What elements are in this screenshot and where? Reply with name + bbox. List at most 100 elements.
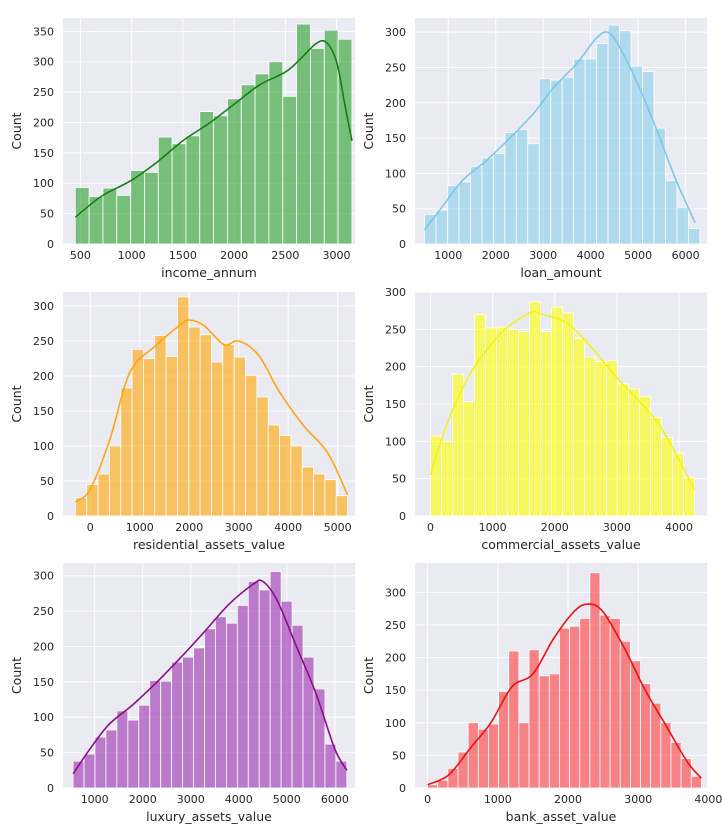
chart-panel-2: 1000 2000 3000 4000 5000 6000 0 50 100 150 200 250 3…	[361, 18, 707, 280]
kde-line	[72, 579, 348, 775]
histogram-bar	[573, 58, 586, 245]
y-tick-label: 250	[33, 86, 54, 99]
histogram-bar	[301, 466, 314, 517]
histogram-bar	[157, 136, 173, 245]
y-tick-label: 0	[399, 782, 406, 795]
histogram-bar	[97, 473, 110, 517]
x-tick-label: 4000	[694, 793, 722, 806]
histogram-bar	[518, 722, 530, 789]
histogram-bar	[540, 331, 552, 517]
histogram-bar	[127, 719, 140, 789]
histogram-bar	[225, 622, 238, 789]
histogram-bar	[86, 484, 99, 517]
histogram-bar	[335, 495, 348, 517]
histogram-bar	[653, 127, 666, 245]
histogram-bar	[185, 135, 201, 245]
histogram-bar	[215, 616, 227, 789]
histogram-bar	[188, 326, 201, 517]
histogram-bar	[617, 383, 629, 517]
histogram-bar	[335, 760, 348, 789]
y-tick-label: 50	[392, 473, 406, 486]
y-tick-label: 300	[33, 56, 54, 69]
chart-panel-4: 0 1000 2000 3000 4000 0 50 100 150 200 250 300 comme…	[361, 286, 707, 552]
y-tick-label: 100	[385, 167, 406, 180]
histogram-bar	[138, 704, 151, 789]
histogram-bar	[507, 328, 519, 517]
x-tick-label: 5000	[624, 249, 652, 262]
histogram-bar	[561, 76, 575, 245]
histogram-bar	[496, 326, 508, 517]
histogram-bar	[199, 111, 215, 245]
histogram-bar	[688, 228, 701, 245]
y-axis-label: Count	[9, 112, 24, 149]
histogram-bar	[485, 327, 497, 517]
histogram-bar	[254, 73, 270, 245]
y-tick-label: 300	[385, 586, 406, 599]
y-tick-label: 150	[385, 132, 406, 145]
histogram-bar	[609, 618, 621, 789]
x-tick-label: 4000	[665, 521, 693, 534]
histogram-bar	[171, 143, 187, 245]
y-tick-label: 300	[385, 26, 406, 39]
y-tick-label: 250	[385, 61, 406, 74]
histogram-bar	[650, 417, 662, 517]
histogram-bar	[452, 373, 464, 517]
histogram-bar	[437, 779, 449, 789]
y-tick-label: 150	[33, 147, 54, 160]
histogram-bar	[527, 143, 540, 245]
histogram-bar	[245, 374, 258, 517]
x-tick-label: 4000	[577, 249, 605, 262]
histogram-bar	[569, 625, 581, 789]
y-tick-label: 50	[392, 203, 406, 216]
histogram-bar	[310, 47, 325, 245]
histogram-bar	[595, 361, 607, 517]
y-axis-label: Count	[9, 385, 24, 422]
y-tick-label: 50	[392, 749, 406, 762]
histogram-bar	[120, 387, 133, 517]
histogram-bar	[550, 79, 563, 245]
histogram-bar	[467, 722, 479, 789]
histogram-bar	[559, 627, 570, 789]
y-tick-label: 150	[385, 684, 406, 697]
x-tick-label: 2000	[175, 521, 203, 534]
histogram-bar	[573, 337, 585, 517]
x-tick-label: 0	[87, 521, 94, 534]
histogram-bar	[680, 758, 692, 789]
histogram-bar	[599, 614, 611, 789]
x-tick-label: 1000	[126, 521, 154, 534]
histogram-bar	[116, 710, 129, 789]
histogram-bar	[116, 194, 132, 245]
y-axis-label: Count	[361, 385, 376, 422]
histogram-bar	[324, 479, 337, 517]
x-tick-label: 4000	[225, 793, 253, 806]
histogram-bar	[171, 661, 183, 789]
histogram-bar	[607, 24, 620, 245]
y-tick-label: 300	[33, 300, 54, 313]
y-tick-label: 250	[33, 605, 54, 618]
chart-panel-1: 500 1000 1500 2000 2500 3000 0 50 100 150 200 250 30…	[9, 18, 355, 280]
histogram-bar	[177, 296, 190, 517]
histogram-bar	[204, 628, 216, 789]
histogram-bar	[504, 132, 517, 245]
histogram-bar	[247, 580, 260, 789]
y-tick-label: 250	[385, 323, 406, 336]
histogram-bar	[236, 605, 249, 789]
y-axis-label: Count	[361, 112, 376, 149]
x-tick-label: 500	[70, 249, 91, 262]
histogram-bar	[313, 473, 326, 517]
histogram-bar	[551, 306, 563, 517]
histogram-bar	[279, 435, 292, 517]
histogram-bar	[628, 388, 640, 517]
y-tick-label: 50	[40, 475, 54, 488]
y-tick-label: 250	[385, 619, 406, 632]
y-tick-label: 200	[385, 652, 406, 665]
x-tick-label: 3000	[529, 249, 557, 262]
histogram-bar	[469, 165, 483, 245]
histogram-bar	[94, 736, 107, 789]
histogram-bar	[233, 356, 246, 517]
y-tick-label: 150	[33, 405, 54, 418]
histogram-bar	[199, 334, 212, 517]
histogram-bar	[424, 213, 437, 245]
histogram-bar	[447, 184, 460, 245]
histogram-bar	[584, 356, 596, 517]
